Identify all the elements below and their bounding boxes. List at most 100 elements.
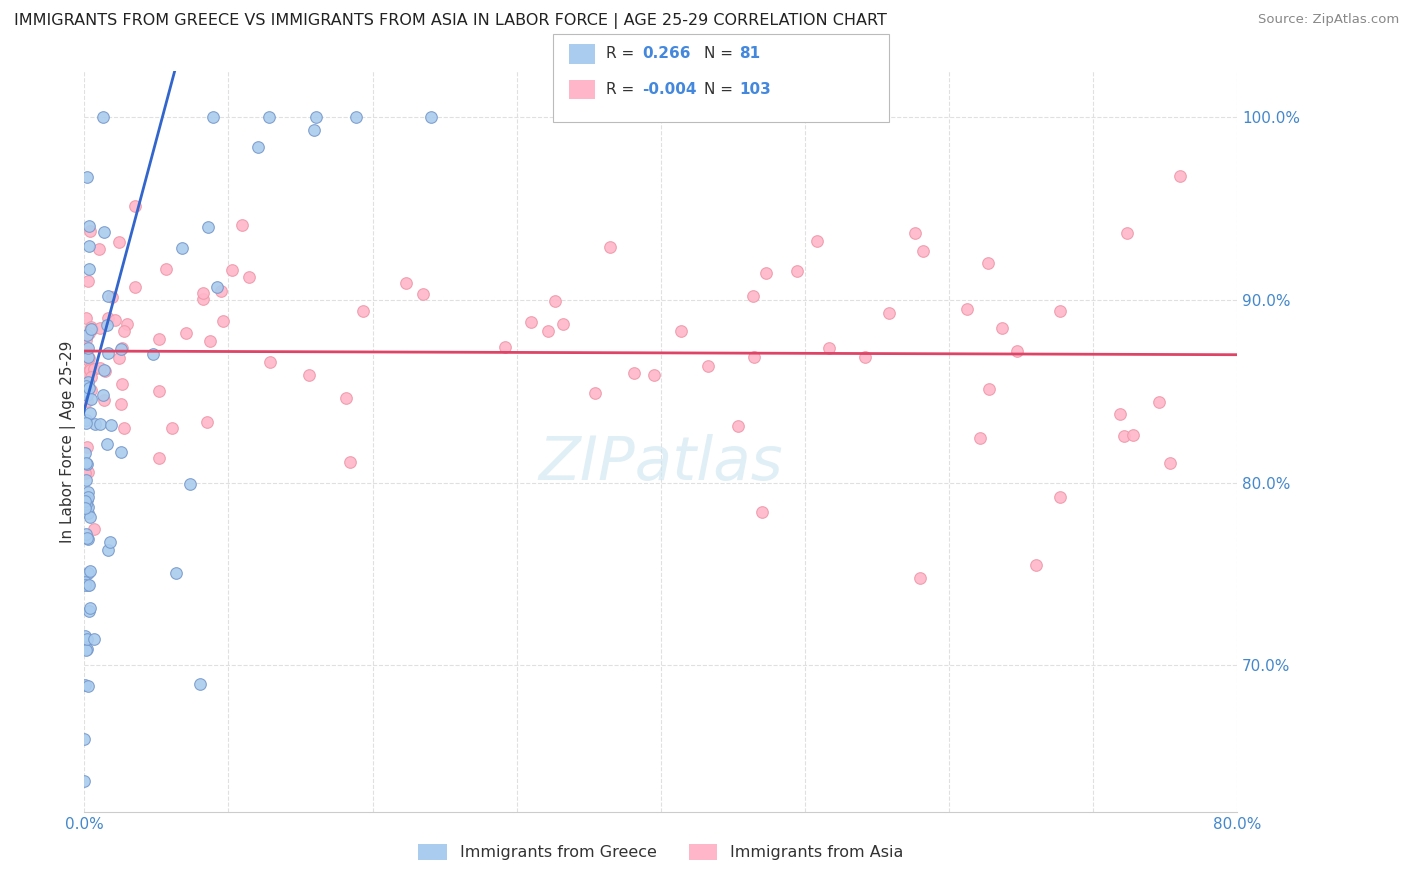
Point — [77, 381, 100, 395]
Point — [202, 110, 225, 124]
Point — [1049, 304, 1071, 318]
Point — [83, 522, 105, 536]
Point — [76, 566, 98, 581]
Point — [412, 287, 434, 301]
Point — [148, 450, 170, 465]
Point — [75, 527, 97, 541]
Point — [179, 477, 201, 491]
Point — [96, 318, 118, 333]
Point — [76, 465, 98, 479]
Point — [302, 122, 325, 136]
Point — [91, 110, 114, 124]
Text: 103: 103 — [740, 82, 772, 97]
Point — [79, 406, 101, 420]
Point — [162, 421, 184, 435]
Point — [77, 238, 100, 252]
Point — [96, 437, 118, 451]
Point — [76, 341, 98, 355]
Point — [80, 383, 103, 397]
Point — [977, 256, 1000, 270]
Point — [257, 110, 280, 124]
Point — [76, 327, 98, 342]
Point — [669, 324, 692, 338]
Point — [110, 444, 132, 458]
Point — [806, 234, 828, 248]
Point — [73, 731, 96, 746]
Point — [79, 219, 101, 233]
Point — [142, 347, 165, 361]
Point — [1122, 428, 1144, 442]
Point — [908, 571, 931, 585]
Point — [79, 362, 101, 376]
Point — [259, 355, 281, 369]
Point — [76, 484, 98, 499]
Point — [1112, 428, 1135, 442]
Point — [75, 498, 97, 512]
Point — [75, 574, 97, 589]
Point — [73, 501, 96, 516]
Point — [155, 261, 177, 276]
Text: Source: ZipAtlas.com: Source: ZipAtlas.com — [1258, 13, 1399, 27]
Point — [643, 368, 665, 383]
Point — [75, 333, 97, 347]
Point — [107, 235, 129, 249]
Point — [75, 456, 97, 470]
Point — [76, 170, 98, 185]
Point — [238, 270, 260, 285]
Point — [904, 226, 927, 240]
Point — [727, 418, 749, 433]
Point — [107, 351, 129, 365]
Point — [1108, 407, 1130, 421]
Point — [79, 509, 101, 524]
Point — [77, 500, 100, 514]
Point — [80, 319, 103, 334]
Point — [75, 384, 97, 399]
Text: R =: R = — [606, 46, 640, 62]
Point — [212, 314, 235, 328]
Point — [198, 334, 221, 348]
Point — [76, 507, 98, 521]
Point — [1024, 558, 1046, 572]
Point — [79, 224, 101, 238]
Y-axis label: In Labor Force | Age 25-29: In Labor Force | Age 25-29 — [60, 341, 76, 542]
Point — [911, 244, 934, 258]
Point — [76, 394, 98, 409]
Point — [76, 376, 98, 390]
Point — [246, 140, 269, 154]
Point — [298, 368, 321, 382]
Point — [93, 225, 115, 239]
Point — [623, 366, 645, 380]
Point — [1168, 169, 1191, 183]
Point — [751, 505, 773, 519]
Point — [73, 493, 96, 508]
Point — [1116, 226, 1139, 240]
Text: ZIPatlas: ZIPatlas — [538, 434, 783, 493]
Point — [755, 266, 778, 280]
Text: 0.266: 0.266 — [643, 46, 690, 62]
Point — [111, 376, 134, 391]
Point — [75, 382, 97, 396]
Point — [93, 392, 115, 407]
Point — [744, 351, 766, 365]
Point — [75, 379, 97, 393]
Point — [97, 346, 120, 360]
Point — [583, 386, 606, 401]
Point — [221, 262, 243, 277]
Point — [84, 417, 107, 432]
Point — [73, 578, 96, 592]
Point — [76, 440, 98, 454]
Text: 81: 81 — [740, 46, 761, 62]
Point — [76, 457, 98, 471]
Point — [77, 274, 100, 288]
Point — [599, 240, 621, 254]
Point — [124, 199, 146, 213]
Point — [80, 392, 103, 407]
Point — [1049, 490, 1071, 504]
Point — [352, 303, 374, 318]
Point — [853, 351, 876, 365]
Point — [209, 285, 232, 299]
Point — [231, 218, 253, 232]
Point — [877, 305, 900, 319]
Point — [112, 421, 135, 435]
Point — [544, 294, 567, 309]
